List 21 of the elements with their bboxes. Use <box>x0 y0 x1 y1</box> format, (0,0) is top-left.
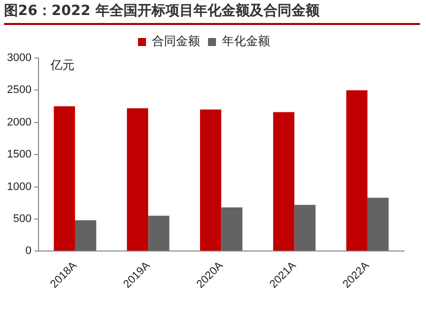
y-tick-label: 1500 <box>6 148 32 161</box>
bar <box>54 106 76 251</box>
y-axis-title: 亿元 <box>49 58 74 72</box>
bar <box>148 216 170 251</box>
bar <box>75 220 96 251</box>
y-tick-label: 3000 <box>6 52 32 64</box>
y-tick-label: 500 <box>13 213 32 226</box>
bar <box>221 207 242 251</box>
bar <box>367 198 389 251</box>
legend-label: 合同金额 <box>152 34 200 48</box>
chart-title: 图26：2022 年全国开标项目年化金额及合同金额 <box>4 2 420 25</box>
bar <box>346 90 368 251</box>
y-tick-label: 1000 <box>6 180 32 193</box>
legend-label: 年化金额 <box>222 34 270 48</box>
bar <box>273 112 294 251</box>
bar <box>294 204 316 251</box>
bar <box>200 110 222 251</box>
y-tick-label: 0 <box>25 245 32 258</box>
y-tick-label: 2500 <box>6 84 32 96</box>
y-tick-label: 2000 <box>6 116 32 128</box>
bar <box>126 108 148 251</box>
